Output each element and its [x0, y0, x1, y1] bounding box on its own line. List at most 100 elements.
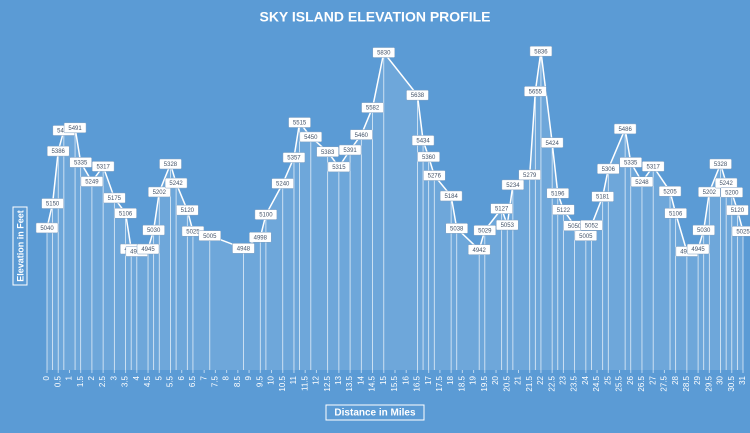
data-label-box	[597, 163, 620, 175]
data-label-box	[709, 158, 732, 170]
data-label-box	[69, 157, 92, 168]
x-tick-label: 21	[514, 375, 523, 384]
data-label: 5184	[444, 194, 458, 200]
x-tick-label: 28.5	[682, 375, 691, 391]
data-label-box	[591, 191, 614, 202]
data-label: 5025	[186, 229, 200, 235]
data-label-box	[350, 129, 373, 140]
data-label-box	[574, 230, 598, 241]
data-label-box	[148, 186, 171, 198]
data-label: 5655	[529, 89, 543, 95]
data-label: 5317	[647, 165, 661, 171]
data-label: 5106	[669, 211, 683, 217]
data-label: 5053	[501, 223, 515, 229]
x-tick-label: 29	[693, 375, 702, 384]
data-label: 5242	[719, 181, 733, 187]
x-tick-label: 3	[109, 375, 118, 380]
data-label-box	[524, 86, 547, 97]
x-tick-label: 17	[424, 375, 433, 384]
data-label: 5202	[703, 190, 717, 196]
data-label-box	[136, 243, 160, 255]
data-label: 5830	[377, 51, 391, 57]
data-label-box	[176, 204, 199, 216]
x-tick-label: 8	[222, 375, 231, 380]
x-tick-label: 9.5	[255, 375, 264, 387]
data-label-box	[698, 186, 721, 198]
data-label-box	[580, 220, 603, 231]
data-label: 5127	[495, 207, 509, 213]
x-tick-label: 20.5	[502, 375, 511, 391]
data-label: 5196	[551, 191, 565, 197]
data-label: 5040	[40, 226, 54, 232]
data-label: 5434	[416, 139, 430, 145]
x-tick-label: 2.5	[98, 375, 107, 387]
x-tick-label: 18	[446, 375, 455, 384]
data-label-box	[417, 151, 440, 163]
data-label-box	[159, 158, 182, 170]
x-tick-label: 7	[199, 375, 208, 380]
data-label: 5276	[428, 174, 442, 180]
x-tick-label: 31	[738, 375, 747, 384]
data-label-box	[686, 243, 710, 255]
data-label: 5175	[108, 196, 122, 202]
data-label-box	[63, 122, 87, 134]
data-label: 5181	[596, 195, 610, 201]
data-label: 4948	[237, 246, 251, 252]
x-tick-label: 19	[469, 375, 478, 384]
data-label-box	[361, 102, 384, 113]
data-label-box	[232, 243, 255, 254]
x-axis-title: Distance in Miles	[334, 408, 416, 419]
data-label-box	[726, 204, 749, 216]
data-label: 5249	[85, 180, 99, 186]
data-label: 5582	[366, 106, 380, 112]
data-label-box	[501, 179, 525, 191]
data-label: 5383	[321, 150, 335, 156]
data-label-box	[288, 117, 311, 128]
data-label: 5052	[585, 223, 599, 229]
data-label: 5242	[169, 181, 183, 187]
data-label: 4998	[254, 235, 268, 241]
data-label: 5005	[203, 234, 217, 240]
chart-title: SKY ISLAND ELEVATION PROFILE	[259, 9, 490, 25]
data-label: 5328	[164, 162, 178, 168]
data-label-box	[282, 152, 306, 163]
data-label: 5122	[557, 208, 571, 214]
data-label-box	[529, 45, 553, 57]
x-tick-label: 5.5	[166, 375, 175, 387]
x-tick-label: 12	[312, 375, 321, 384]
data-label: 5025	[736, 229, 750, 235]
x-tick-label: 0	[42, 375, 51, 380]
x-tick-label: 19.5	[480, 375, 489, 391]
data-label: 5029	[478, 228, 492, 234]
data-label: 4945	[691, 247, 705, 253]
data-label-box	[473, 225, 497, 236]
data-label-box	[114, 208, 137, 219]
y-axis-title-group: Elevation in Feet	[12, 206, 28, 286]
data-label-box	[496, 219, 519, 231]
x-tick-label: 1	[65, 375, 74, 380]
data-label-box	[41, 198, 64, 209]
data-label: 5360	[422, 155, 436, 161]
data-label: 5234	[506, 183, 520, 189]
x-tick-label: 10.5	[278, 375, 287, 391]
x-tick-label: 27.5	[660, 375, 669, 391]
data-label-box	[546, 188, 570, 199]
data-label-box	[552, 204, 575, 215]
data-label: 5279	[523, 173, 537, 179]
data-label-box	[254, 209, 278, 220]
data-label: 5491	[68, 126, 82, 132]
y-axis-title-box	[12, 206, 28, 286]
data-label: 5335	[74, 161, 88, 167]
data-label-box	[142, 224, 165, 236]
data-label-box	[518, 169, 541, 181]
data-label: 5836	[534, 49, 548, 55]
data-label: 5638	[411, 93, 425, 99]
data-label-box	[731, 226, 750, 237]
data-label: 4942	[473, 248, 487, 254]
y-axis-title: Elevation in Feet	[15, 210, 25, 282]
data-label: 5100	[259, 213, 273, 219]
x-tick-label: 27	[648, 375, 657, 384]
x-tick-label: 26.5	[637, 375, 646, 391]
x-tick-label: 5	[154, 375, 163, 380]
